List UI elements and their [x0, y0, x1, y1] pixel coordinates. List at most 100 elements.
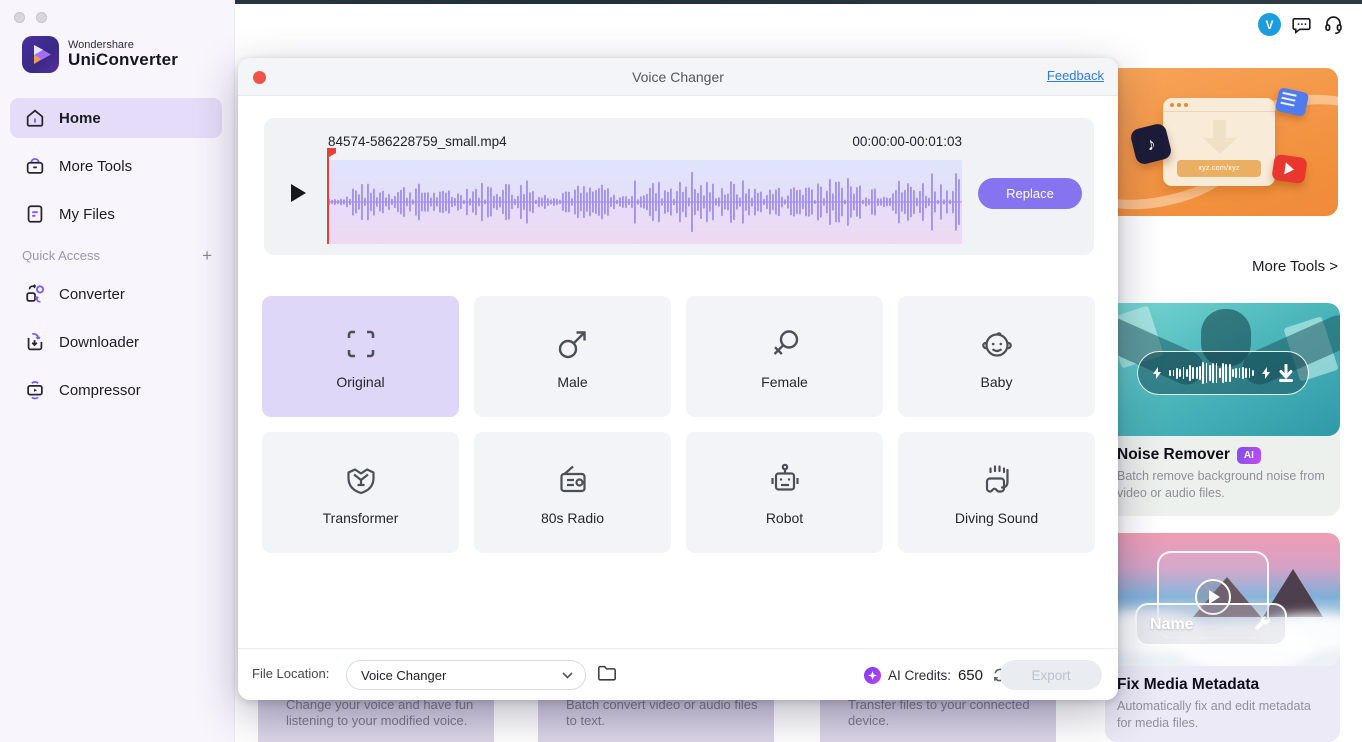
- chevron-down-icon: [562, 671, 573, 679]
- dialog-footer: File Location: Voice Changer AI Credits:…: [238, 648, 1118, 700]
- brand-wondershare: Wondershare: [68, 38, 134, 51]
- sidebar-item-converter[interactable]: Converter: [10, 274, 222, 314]
- screen-top-edge: [0, 0, 1362, 4]
- dialog-header: Voice Changer Feedback: [238, 58, 1118, 96]
- my-files-icon: [24, 203, 46, 225]
- plus-icon[interactable]: +: [202, 246, 212, 265]
- sidebar-item-label: Downloader: [59, 333, 140, 351]
- voice-option-label: Male: [557, 374, 588, 390]
- app-brand: Wondershare UniConverter: [22, 36, 178, 73]
- voice-option-baby[interactable]: Baby: [898, 296, 1095, 417]
- waveform-graphic: [328, 171, 962, 233]
- name-label: Name: [1150, 615, 1194, 633]
- ai-credits-label: AI Credits:: [887, 667, 951, 683]
- voice-option-label: Diving Sound: [954, 510, 1039, 526]
- time-range: 00:00:00-00:01:03: [852, 134, 962, 149]
- wrench-icon: [1255, 615, 1270, 630]
- background-card-text: Change your voice and have fun listening…: [286, 697, 474, 728]
- noise-remover-overlay: [1137, 351, 1309, 395]
- voice-option-male[interactable]: Male: [474, 296, 671, 417]
- sidebar-item-more-tools[interactable]: More Tools: [10, 146, 222, 186]
- converter-icon: [24, 283, 46, 305]
- headset-icon[interactable]: [1322, 13, 1345, 36]
- background-card-text: Batch convert video or audio files to te…: [566, 697, 758, 728]
- video-frame-overlay: [1157, 551, 1269, 639]
- fix-metadata-thumbnail: Name: [1105, 533, 1340, 666]
- browser-window-illustration: xyz.com/xyz: [1163, 98, 1275, 186]
- voice-option-original[interactable]: Original: [262, 296, 459, 417]
- uniconverter-logo-icon: [22, 36, 59, 73]
- sidebar-item-my-files[interactable]: My Files: [10, 194, 222, 234]
- brand-uniconverter: UniConverter: [68, 50, 179, 70]
- export-button[interactable]: Export: [1000, 660, 1102, 690]
- more-tools-icon: [24, 155, 46, 177]
- downloader-icon: [24, 331, 46, 353]
- file-location-value: Voice Changer: [361, 667, 447, 683]
- voice-option-label: Baby: [980, 374, 1013, 390]
- lightning-icon: [1153, 367, 1162, 379]
- transformer-icon: [340, 459, 382, 501]
- original-icon: [340, 323, 382, 365]
- play-icon: [1195, 579, 1231, 615]
- download-promo-banner[interactable]: xyz.com/xyz ♪: [1105, 68, 1338, 216]
- sidebar-item-home[interactable]: Home: [10, 98, 222, 138]
- robot-icon: [764, 459, 806, 501]
- card-description: Batch remove background noise from video…: [1117, 469, 1325, 500]
- sidebar-item-compressor[interactable]: Compressor: [10, 370, 222, 410]
- avatar[interactable]: V: [1258, 13, 1281, 36]
- more-tools-link[interactable]: More Tools >: [1251, 258, 1338, 275]
- radio-icon: [552, 459, 594, 501]
- sidebar-item-label: Converter: [59, 285, 125, 303]
- home-icon: [24, 107, 46, 129]
- voice-option-label: 80s Radio: [540, 510, 605, 526]
- window-control-dot[interactable]: [14, 12, 25, 23]
- play-icon[interactable]: [291, 184, 306, 202]
- voice-option-female[interactable]: Female: [686, 296, 883, 417]
- ai-credits-icon: [863, 666, 881, 684]
- banner-url: xyz.com/xyz: [1177, 160, 1261, 177]
- diving-icon: [976, 459, 1018, 501]
- playhead[interactable]: [327, 148, 329, 244]
- download-arrow-icon: [1278, 364, 1293, 382]
- noise-remover-thumbnail: [1105, 303, 1340, 436]
- replace-button[interactable]: Replace: [978, 178, 1082, 209]
- fix-media-metadata-card[interactable]: Name Fix Media Metadata Automatically fi…: [1105, 533, 1340, 742]
- baby-icon: [976, 323, 1018, 365]
- voice-option-80s-radio[interactable]: 80s Radio: [474, 432, 671, 553]
- card-title: Noise Remover: [1117, 446, 1230, 463]
- sidebar: Wondershare UniConverter Home More Tools M…: [0, 0, 235, 742]
- background-card-text: Transfer files to your connected device.: [848, 697, 1030, 728]
- voice-option-label: Transformer: [322, 510, 399, 526]
- sidebar-item-label: My Files: [59, 205, 115, 223]
- file-location-select[interactable]: Voice Changer: [346, 660, 586, 690]
- voice-option-diving-sound[interactable]: Diving Sound: [898, 432, 1095, 553]
- ai-credits-value: 650: [957, 666, 983, 684]
- voice-option-transformer[interactable]: Transformer: [262, 432, 459, 553]
- sidebar-item-label: Home: [59, 109, 101, 127]
- window-controls[interactable]: [14, 10, 58, 28]
- file-location-label: File Location:: [252, 666, 330, 681]
- sidebar-item-label: More Tools: [59, 157, 133, 175]
- sidebar-item-label: Compressor: [59, 381, 141, 399]
- folder-icon[interactable]: [596, 663, 618, 688]
- dialog-title: Voice Changer: [632, 69, 724, 85]
- card-title: Fix Media Metadata: [1117, 676, 1260, 693]
- feedback-link[interactable]: Feedback: [1046, 68, 1104, 83]
- lightning-icon: [1261, 367, 1270, 379]
- voice-option-label: Robot: [765, 510, 804, 526]
- chat-icon[interactable]: [1290, 13, 1313, 36]
- noise-remover-card[interactable]: Noise Remover AI Batch remove background…: [1105, 303, 1340, 516]
- male-icon: [552, 323, 594, 365]
- file-name: 84574-586228759_small.mp4: [328, 134, 507, 149]
- playhead-flag: [329, 148, 336, 157]
- voice-option-label: Original: [336, 374, 385, 390]
- window-control-dot[interactable]: [36, 12, 47, 23]
- close-icon[interactable]: [253, 71, 266, 84]
- metadata-name-field: Name: [1135, 603, 1287, 646]
- voice-option-robot[interactable]: Robot: [686, 432, 883, 553]
- waveform[interactable]: [327, 148, 962, 244]
- mini-waveform: [1169, 362, 1254, 384]
- ai-badge: AI: [1236, 446, 1261, 464]
- voice-changer-dialog: Voice Changer Feedback 84574-586228759_s…: [238, 58, 1118, 700]
- sidebar-item-downloader[interactable]: Downloader: [10, 322, 222, 362]
